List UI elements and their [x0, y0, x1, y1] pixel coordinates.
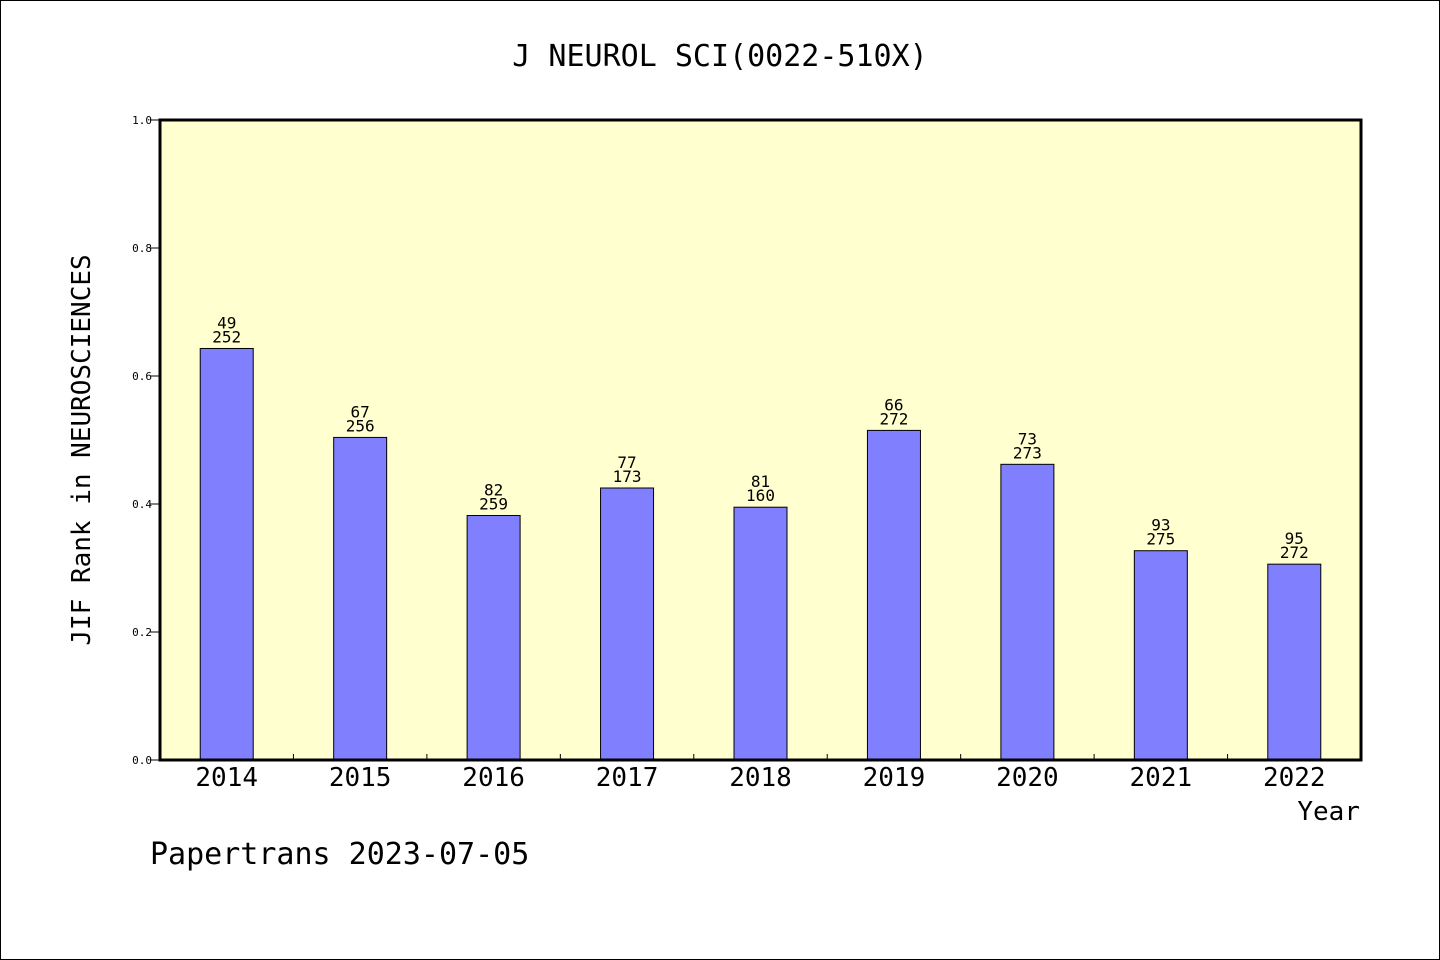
bar-2018 — [733, 506, 788, 761]
bars — [199, 347, 1322, 761]
total-label: 259 — [479, 495, 508, 514]
total-label: 173 — [613, 467, 642, 486]
total-label: 252 — [212, 327, 241, 346]
plot-border — [158, 118, 1363, 762]
x-tick-label: 2019 — [863, 763, 926, 793]
x-axis: 2014 2015 2016 2017 2018 2019 2020 2021 2022 — [195, 754, 1326, 793]
y-axis: 0.0 0.2 0.4 0.6 0.8 1.0 — [132, 114, 160, 767]
bar-2022 — [1267, 563, 1322, 761]
bar-2021 — [1133, 550, 1188, 761]
rank-label: 82 — [484, 481, 503, 500]
footer-credit: Papertrans 2023-07-05 — [150, 837, 529, 872]
x-tick-label: 2015 — [329, 763, 392, 793]
x-axis-label: Year — [1297, 797, 1360, 827]
total-label: 275 — [1146, 530, 1175, 549]
bar-2020 — [1000, 463, 1055, 761]
x-tick-label: 2020 — [996, 763, 1059, 793]
y-tick-label: 0.6 — [132, 370, 152, 383]
x-tick-label: 2017 — [596, 763, 659, 793]
bar-2019 — [866, 429, 921, 761]
y-tick-label: 0.0 — [132, 754, 152, 767]
y-tick-label: 1.0 — [132, 114, 152, 127]
y-tick-label: 0.2 — [132, 626, 152, 639]
bar-2014 — [199, 347, 254, 761]
rank-label: 95 — [1285, 529, 1304, 548]
y-tick-label: 0.4 — [132, 498, 152, 511]
rank-label: 81 — [751, 472, 770, 491]
bar-2016 — [466, 515, 521, 761]
y-tick-label: 0.8 — [132, 242, 152, 255]
rank-label: 77 — [617, 453, 636, 472]
rank-label: 93 — [1151, 516, 1170, 535]
x-tick-label: 2022 — [1263, 763, 1326, 793]
total-label: 273 — [1013, 443, 1042, 462]
x-tick-label: 2016 — [462, 763, 525, 793]
total-label: 256 — [346, 416, 375, 435]
x-tick-label: 2018 — [729, 763, 792, 793]
rank-label: 67 — [351, 402, 370, 421]
y-axis-label: JIF Rank in NEUROSCIENCES — [67, 254, 97, 645]
total-label: 272 — [879, 409, 908, 428]
bar-2015 — [333, 436, 388, 761]
rank-label: 66 — [884, 395, 903, 414]
x-tick-label: 2021 — [1130, 763, 1193, 793]
x-tick-label: 2014 — [195, 763, 258, 793]
bar-2017 — [600, 487, 655, 761]
total-label: 160 — [746, 486, 775, 505]
rank-label: 73 — [1018, 429, 1037, 448]
total-label: 272 — [1280, 543, 1309, 562]
rank-label: 49 — [217, 313, 236, 332]
chart-title: J NEUROL SCI(0022-510X) — [512, 39, 927, 74]
